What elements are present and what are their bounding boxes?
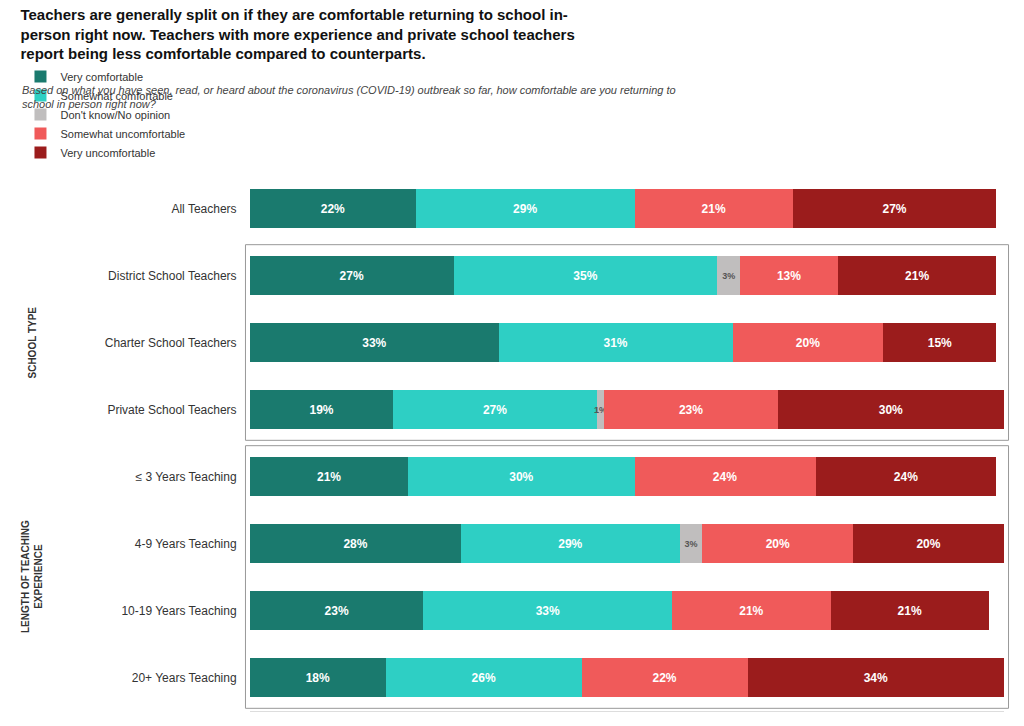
svg-text:SCHOOL TYPE: SCHOOL TYPE — [27, 307, 38, 379]
svg-text:3%: 3% — [722, 271, 735, 281]
svg-text:29%: 29% — [513, 202, 537, 216]
svg-text:29%: 29% — [558, 537, 582, 551]
svg-text:Charter School Teachers: Charter School Teachers — [105, 336, 237, 350]
svg-text:10-19 Years Teaching: 10-19 Years Teaching — [121, 604, 236, 618]
svg-text:34%: 34% — [864, 671, 888, 685]
svg-text:21%: 21% — [702, 202, 726, 216]
svg-text:District School Teachers: District School Teachers — [108, 269, 237, 283]
svg-text:23%: 23% — [325, 604, 349, 618]
svg-text:26%: 26% — [472, 671, 496, 685]
svg-text:≤ 3 Years Teaching: ≤ 3 Years Teaching — [135, 470, 236, 484]
svg-text:15%: 15% — [928, 336, 952, 350]
svg-text:21%: 21% — [739, 604, 763, 618]
svg-text:31%: 31% — [604, 336, 628, 350]
svg-text:Somewhat comfortable: Somewhat comfortable — [60, 90, 173, 102]
svg-text:LENGTH OF TEACHINGEXPERIENCE: LENGTH OF TEACHINGEXPERIENCE — [20, 520, 44, 633]
svg-text:28%: 28% — [343, 537, 367, 551]
svg-text:30%: 30% — [879, 403, 903, 417]
svg-text:1%: 1% — [594, 405, 607, 415]
svg-text:19%: 19% — [309, 403, 333, 417]
svg-text:Don't know/No opinion: Don't know/No opinion — [60, 109, 170, 121]
svg-text:27%: 27% — [483, 403, 507, 417]
svg-text:Somewhat uncomfortable: Somewhat uncomfortable — [60, 128, 185, 140]
svg-text:35%: 35% — [573, 269, 597, 283]
svg-text:3%: 3% — [685, 539, 698, 549]
svg-text:Private School Teachers: Private School Teachers — [107, 403, 236, 417]
svg-text:Very comfortable: Very comfortable — [60, 71, 143, 83]
svg-text:33%: 33% — [362, 336, 386, 350]
svg-text:18%: 18% — [306, 671, 330, 685]
svg-text:24%: 24% — [894, 470, 918, 484]
svg-text:Based on what you have seen, r: Based on what you have seen, read, or he… — [22, 84, 676, 110]
svg-text:21%: 21% — [898, 604, 922, 618]
svg-text:21%: 21% — [317, 470, 341, 484]
svg-text:21%: 21% — [905, 269, 929, 283]
svg-text:13%: 13% — [777, 269, 801, 283]
svg-text:All Teachers: All Teachers — [171, 202, 236, 216]
svg-text:20%: 20% — [916, 537, 940, 551]
svg-text:4-9 Years Teaching: 4-9 Years Teaching — [135, 537, 237, 551]
svg-text:22%: 22% — [321, 202, 345, 216]
svg-text:22%: 22% — [653, 671, 677, 685]
svg-text:30%: 30% — [509, 470, 533, 484]
svg-text:33%: 33% — [536, 604, 560, 618]
svg-text:23%: 23% — [679, 403, 703, 417]
svg-text:27%: 27% — [340, 269, 364, 283]
svg-text:24%: 24% — [713, 470, 737, 484]
svg-text:Teachers are generally split o: Teachers are generally split on if they … — [20, 6, 574, 62]
svg-text:20+ Years Teaching: 20+ Years Teaching — [132, 671, 237, 685]
svg-text:Very uncomfortable: Very uncomfortable — [60, 147, 155, 159]
svg-text:20%: 20% — [796, 336, 820, 350]
svg-text:27%: 27% — [882, 202, 906, 216]
svg-text:20%: 20% — [766, 537, 790, 551]
